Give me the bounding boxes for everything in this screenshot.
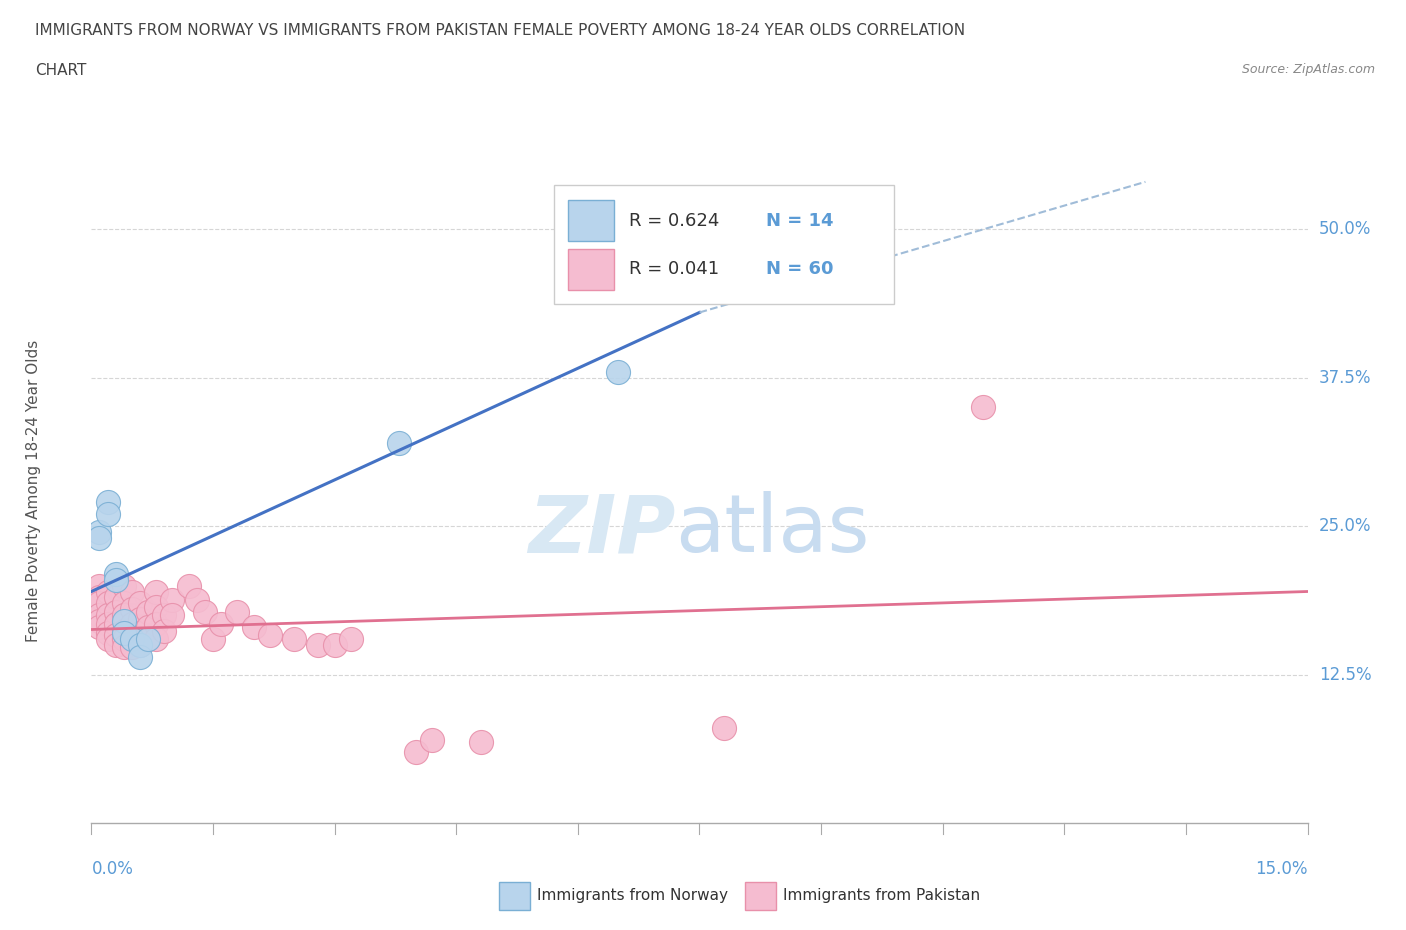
Point	[121, 616, 143, 631]
Point	[129, 637, 152, 652]
Point	[145, 631, 167, 646]
Point	[226, 604, 249, 619]
Point	[129, 637, 152, 652]
Point	[89, 614, 111, 629]
Point	[104, 604, 127, 619]
Point	[89, 590, 111, 604]
Text: 25.0%: 25.0%	[1319, 517, 1371, 535]
Point	[89, 525, 111, 539]
FancyBboxPatch shape	[554, 185, 894, 304]
Point	[388, 435, 411, 450]
Text: 15.0%: 15.0%	[1256, 859, 1308, 878]
Point	[153, 623, 176, 638]
Point	[104, 637, 127, 652]
Point	[97, 495, 120, 510]
Point	[162, 608, 184, 623]
Text: Immigrants from Norway: Immigrants from Norway	[537, 888, 728, 903]
Point	[112, 631, 135, 646]
Point	[112, 596, 135, 611]
Point	[121, 628, 143, 643]
Point	[89, 531, 111, 546]
Text: N = 60: N = 60	[766, 260, 834, 278]
Point	[121, 584, 143, 599]
Point	[112, 640, 135, 655]
Point	[112, 608, 135, 623]
Point	[97, 507, 120, 522]
Text: Female Poverty Among 18-24 Year Olds: Female Poverty Among 18-24 Year Olds	[25, 339, 41, 642]
Text: 12.5%: 12.5%	[1319, 666, 1371, 684]
Point	[121, 631, 143, 646]
Text: CHART: CHART	[35, 63, 87, 78]
Point	[340, 631, 363, 646]
Point	[202, 631, 225, 646]
Point	[97, 626, 120, 641]
Point	[145, 616, 167, 631]
Point	[194, 604, 217, 619]
Point	[307, 637, 329, 652]
Point	[97, 584, 120, 599]
Point	[153, 608, 176, 623]
Point	[283, 631, 305, 646]
Point	[97, 608, 120, 623]
Point	[112, 614, 135, 629]
Text: 50.0%: 50.0%	[1319, 220, 1371, 238]
Point	[97, 616, 120, 631]
Point	[97, 596, 120, 611]
Point	[129, 611, 152, 626]
Text: R = 0.041: R = 0.041	[628, 260, 718, 278]
Text: 0.0%: 0.0%	[91, 859, 134, 878]
Point	[129, 626, 152, 641]
Point	[136, 631, 159, 646]
Point	[405, 744, 427, 759]
Point	[104, 566, 127, 581]
Point	[209, 616, 232, 631]
Point	[323, 637, 346, 652]
Point	[145, 584, 167, 599]
Point	[607, 365, 630, 379]
Text: atlas: atlas	[675, 491, 869, 569]
Text: Source: ZipAtlas.com: Source: ZipAtlas.com	[1241, 63, 1375, 76]
Point	[89, 578, 111, 593]
Point	[972, 400, 994, 415]
Text: R = 0.624: R = 0.624	[628, 212, 720, 230]
Point	[129, 596, 152, 611]
Point	[89, 596, 111, 611]
Point	[129, 649, 152, 664]
Point	[242, 619, 264, 634]
Point	[104, 616, 127, 631]
Text: N = 14: N = 14	[766, 212, 834, 230]
Point	[121, 640, 143, 655]
Text: IMMIGRANTS FROM NORWAY VS IMMIGRANTS FROM PAKISTAN FEMALE POVERTY AMONG 18-24 YE: IMMIGRANTS FROM NORWAY VS IMMIGRANTS FRO…	[35, 23, 966, 38]
Point	[136, 604, 159, 619]
Point	[104, 590, 127, 604]
Point	[136, 631, 159, 646]
Point	[259, 628, 281, 643]
Text: 37.5%: 37.5%	[1319, 369, 1371, 387]
Point	[112, 623, 135, 638]
FancyBboxPatch shape	[568, 200, 614, 241]
Point	[89, 619, 111, 634]
Point	[97, 631, 120, 646]
Point	[186, 592, 208, 607]
Point	[470, 735, 492, 750]
Point	[112, 578, 135, 593]
Text: Immigrants from Pakistan: Immigrants from Pakistan	[783, 888, 980, 903]
Point	[162, 592, 184, 607]
Point	[177, 578, 200, 593]
Point	[145, 600, 167, 615]
Point	[420, 733, 443, 748]
FancyBboxPatch shape	[568, 248, 614, 290]
Point	[713, 721, 735, 736]
Point	[89, 608, 111, 623]
Point	[136, 619, 159, 634]
Point	[112, 626, 135, 641]
Point	[121, 602, 143, 617]
Text: ZIP: ZIP	[527, 491, 675, 569]
Point	[104, 628, 127, 643]
Point	[104, 572, 127, 587]
